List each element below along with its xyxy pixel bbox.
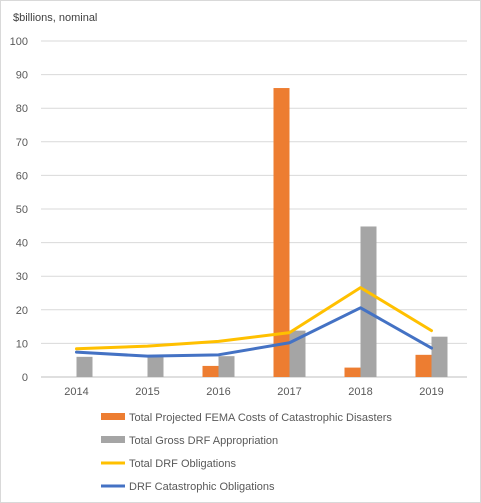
y-tick-label: 70 — [16, 137, 28, 149]
x-tick-label: 2017 — [277, 386, 301, 398]
bar-fema-costs — [415, 354, 432, 377]
bar-gross-drf-appropriation — [147, 355, 164, 377]
legend-swatch — [101, 413, 125, 420]
legend-label: Total Projected FEMA Costs of Catastroph… — [129, 412, 392, 424]
x-tick-label: 2015 — [135, 386, 159, 398]
x-tick-label: 2014 — [64, 386, 88, 398]
y-tick-label: 30 — [16, 271, 28, 283]
line-drf-catastrophic-obligations — [75, 306, 433, 358]
line-total-drf-obligations — [75, 286, 433, 351]
y-axis-unit-label: $billions, nominal — [13, 12, 97, 24]
x-tick-label: 2018 — [348, 386, 372, 398]
lines — [75, 286, 433, 358]
bar-gross-drf-appropriation — [431, 336, 448, 377]
bar-gross-drf-appropriation — [360, 226, 377, 377]
bar-fema-costs — [344, 367, 361, 377]
bar-gross-drf-appropriation — [218, 356, 235, 377]
y-tick-label: 0 — [22, 372, 28, 384]
y-tick-label: 60 — [16, 170, 28, 182]
bar-gross-drf-appropriation — [76, 356, 93, 377]
y-tick-label: 90 — [16, 70, 28, 82]
legend: Total Projected FEMA Costs of Catastroph… — [101, 412, 392, 493]
x-tick-label: 2016 — [206, 386, 230, 398]
y-tick-label: 100 — [10, 36, 28, 48]
legend-label: DRF Catastrophic Obligations — [129, 481, 275, 493]
y-tick-label: 40 — [16, 238, 28, 250]
y-tick-label: 20 — [16, 305, 28, 317]
x-axis-ticks: 2014 2015 2016 2017 2018 2019 — [64, 386, 443, 398]
legend-swatch — [101, 436, 125, 443]
y-tick-label: 80 — [16, 103, 28, 115]
legend-label: Total Gross DRF Appropriation — [129, 435, 278, 447]
bar-fema-costs — [273, 88, 290, 377]
legend-label: Total DRF Obligations — [129, 458, 236, 470]
y-tick-label: 50 — [16, 204, 28, 216]
x-tick-label: 2019 — [419, 386, 443, 398]
bar-fema-costs — [202, 365, 219, 377]
gridlines — [41, 40, 467, 378]
bars — [76, 88, 448, 377]
y-axis-ticks: 0 10 20 30 40 50 60 70 80 90 100 — [10, 36, 28, 384]
y-tick-label: 10 — [16, 338, 28, 350]
